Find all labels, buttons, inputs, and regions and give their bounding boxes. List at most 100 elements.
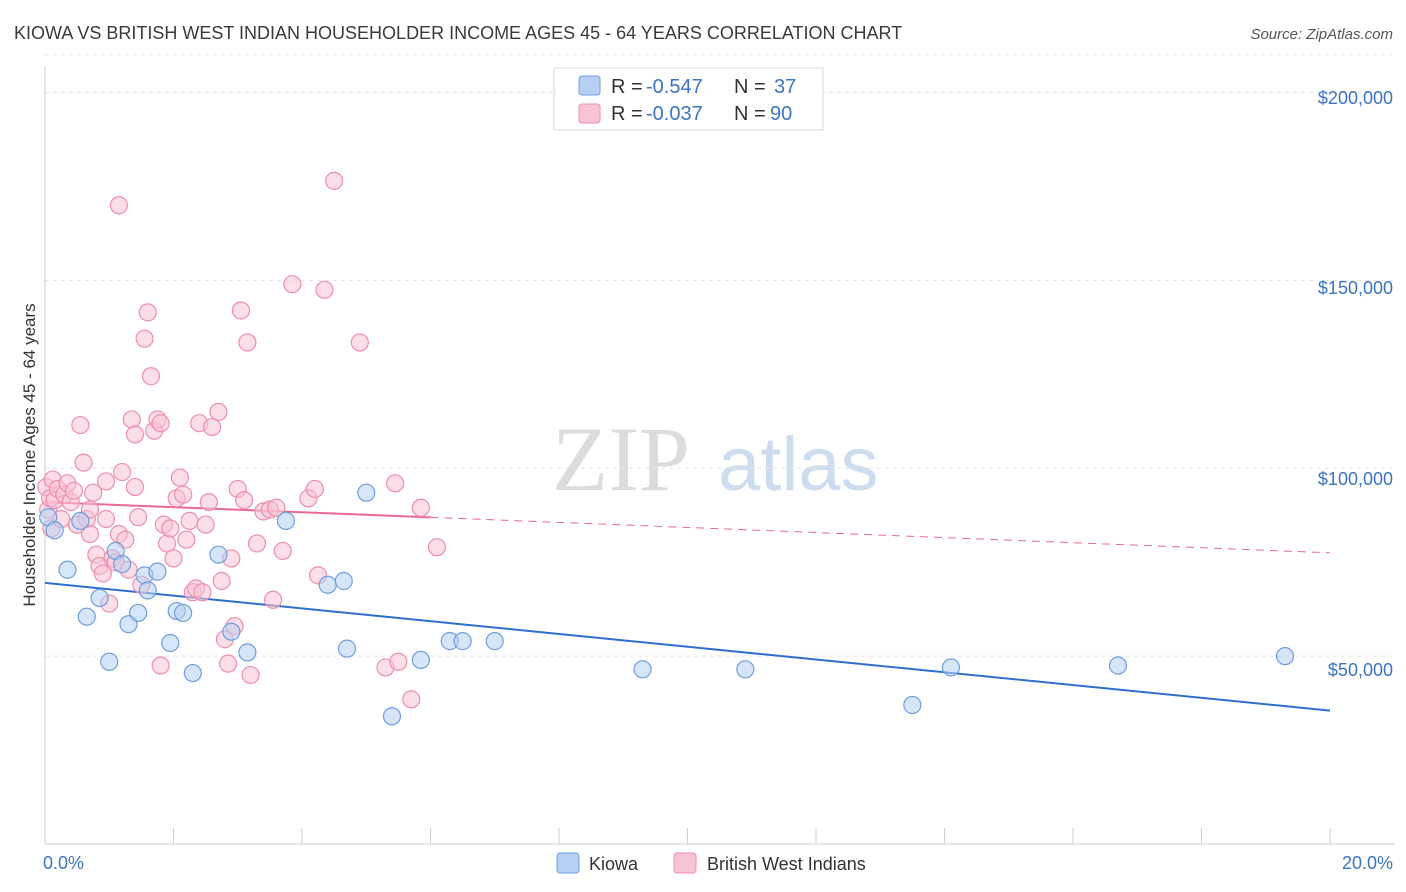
legend-swatch-bwi <box>578 103 601 124</box>
bwi-point <box>199 493 218 512</box>
x-tick-label-min: 0.0% <box>43 853 84 873</box>
kiowa-point <box>334 571 353 591</box>
kiowa-point <box>71 511 90 530</box>
watermark: ZIP atlas <box>552 408 879 510</box>
data-points <box>37 171 1295 726</box>
bwi-point <box>180 511 199 530</box>
bwi-point <box>238 333 257 352</box>
chart-source: Source: ZipAtlas.com <box>1250 26 1393 43</box>
y-axis-label: Householder Income Ages 45 - 64 years <box>20 303 39 606</box>
kiowa-point <box>174 603 193 623</box>
legend-bwi-n-label: N = <box>734 103 766 125</box>
bwi-point <box>241 665 260 685</box>
bwi-point <box>125 425 145 444</box>
bwi-point <box>212 571 231 591</box>
kiowa-point <box>337 639 357 658</box>
kiowa-point <box>238 643 257 662</box>
kiowa-point <box>161 633 180 653</box>
y-tick-label-200k: $200,000 <box>1318 88 1393 108</box>
kiowa-point <box>148 562 167 581</box>
bwi-point <box>219 654 238 673</box>
kiowa-point <box>903 695 922 715</box>
kiowa-point <box>58 560 77 579</box>
kiowa-point <box>276 511 296 530</box>
bwi-point <box>174 485 193 504</box>
series-legend-swatch-kiowa <box>556 852 580 874</box>
bwi-point <box>267 498 286 517</box>
y-tick-labels: $50,000 $100,000 $150,000 $200,000 <box>1318 88 1393 680</box>
grid <box>45 54 1395 657</box>
watermark-atlas: atlas <box>718 422 879 507</box>
kiowa-point <box>222 622 241 641</box>
bwi-point <box>151 656 170 675</box>
bwi-point <box>427 538 447 557</box>
trend-line-bwi-solid <box>44 501 431 519</box>
bwi-point <box>109 196 128 215</box>
bwi-point <box>247 534 267 553</box>
kiowa-point <box>77 607 96 626</box>
bwi-point <box>386 474 405 493</box>
kiowa-point <box>736 660 755 679</box>
bwi-point <box>161 519 180 538</box>
legend-kiowa-r-label: R = <box>611 76 643 98</box>
bwi-point <box>389 652 408 671</box>
kiowa-point <box>633 660 652 679</box>
kiowa-point <box>100 652 119 671</box>
chart-title: KIOWA VS BRITISH WEST INDIAN HOUSEHOLDER… <box>14 23 902 43</box>
kiowa-point <box>1108 656 1128 675</box>
stats-legend: R = -0.547 N = 37 R = -0.037 N = 90 <box>553 67 824 131</box>
bwi-point <box>402 690 421 709</box>
kiowa-point <box>411 650 430 670</box>
bwi-point <box>263 590 283 609</box>
bwi-point <box>350 333 369 352</box>
bwi-point <box>71 415 90 435</box>
bwi-point <box>411 498 430 517</box>
watermark-zip: ZIP <box>552 408 690 510</box>
bwi-point <box>122 410 141 429</box>
kiowa-point <box>129 603 148 623</box>
legend-swatch-kiowa <box>578 75 601 96</box>
bwi-point <box>96 509 116 529</box>
trend-line-bwi-dashed <box>430 516 1331 554</box>
bwi-point <box>170 468 190 487</box>
bwi-point <box>177 530 196 549</box>
kiowa-point <box>485 632 504 651</box>
bwi-point <box>138 303 157 322</box>
legend-kiowa-r-value: -0.547 <box>646 76 703 98</box>
series-legend-bwi: British West Indians <box>707 854 866 874</box>
trend-line-kiowa <box>44 581 1331 712</box>
bwi-point <box>129 508 148 527</box>
legend-bwi-n-value: 90 <box>770 103 792 125</box>
bwi-point <box>193 583 212 602</box>
bwi-point <box>64 481 84 500</box>
bwi-point <box>151 414 170 433</box>
kiowa-point <box>941 658 961 677</box>
bwi-point <box>125 477 145 497</box>
bwi-point <box>135 329 154 348</box>
bwi-point <box>209 402 228 422</box>
x-tick-label-max: 20.0% <box>1342 853 1393 873</box>
bwi-point <box>202 417 222 437</box>
bwi-point <box>74 453 93 472</box>
bwi-point <box>96 472 116 491</box>
legend-kiowa-n-value: 37 <box>774 76 796 98</box>
bwi-point <box>235 491 254 510</box>
bwi-point <box>273 541 292 561</box>
trend-lines <box>44 501 1331 712</box>
bwi-point <box>93 564 112 583</box>
y-tick-label-150k: $150,000 <box>1318 278 1393 298</box>
kiowa-point <box>209 545 228 564</box>
kiowa-point <box>318 575 337 594</box>
bwi-point <box>112 462 132 482</box>
y-tick-label-100k: $100,000 <box>1318 469 1393 489</box>
legend-bwi-r-label: R = <box>611 103 643 125</box>
kiowa-point <box>45 521 64 540</box>
legend-bwi-r-value: -0.037 <box>646 103 703 125</box>
kiowa-point <box>1275 647 1295 666</box>
kiowa-point <box>357 483 376 502</box>
kiowa-point <box>138 581 157 600</box>
kiowa-point <box>382 707 402 726</box>
bwi-point <box>231 301 251 320</box>
y-tick-label-50k: $50,000 <box>1328 660 1393 680</box>
